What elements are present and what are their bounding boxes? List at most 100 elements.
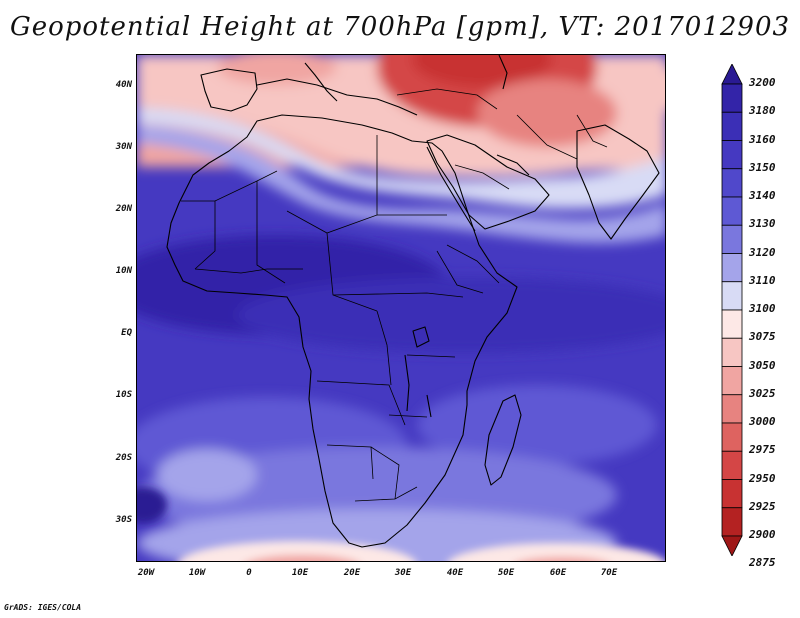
- colorbar-level-label: 2875: [749, 556, 776, 570]
- colorbar-level-label: 3100: [749, 302, 776, 315]
- coastlines: [166, 55, 660, 548]
- border-sahara-west: [181, 170, 278, 202]
- lat-label: 10N: [115, 266, 132, 276]
- italy: [304, 62, 338, 102]
- colorbar-level-label: 2975: [749, 443, 776, 457]
- colorbar-segment: [721, 281, 743, 311]
- lat-label: 20S: [115, 453, 132, 463]
- colorbar-bottom-triangle: [721, 535, 743, 556]
- field-core-north-deep: [412, 55, 552, 87]
- colorbar-level-label: 3160: [749, 132, 776, 146]
- india: [576, 124, 660, 240]
- border-congo-east: [376, 310, 392, 386]
- colorbar-level-label: 3120: [749, 245, 776, 259]
- south-warm-east: [522, 557, 602, 561]
- field-core-northwest: [217, 55, 337, 85]
- south-white-west: [178, 541, 416, 561]
- height-field: [137, 55, 665, 561]
- lon-label: 60E: [549, 568, 567, 578]
- iberia: [200, 68, 258, 112]
- lon-label: 10W: [188, 568, 206, 578]
- colorbar-level-label: 3025: [749, 386, 776, 400]
- south-deep-west: [137, 487, 167, 523]
- field-deep-south-east: [237, 277, 665, 353]
- colorbar-segment: [721, 168, 743, 198]
- colorbar-segment: [721, 83, 743, 113]
- lon-label: 70E: [600, 568, 618, 578]
- lon-label: 20W: [137, 568, 155, 578]
- country-borders: [181, 88, 608, 502]
- colorbar-level-label: 3075: [749, 330, 776, 344]
- border-saudi: [454, 164, 510, 190]
- colorbar-level-label: 2925: [749, 499, 776, 513]
- border-turkey: [396, 88, 498, 110]
- colorbar-level-label: 2950: [749, 471, 776, 485]
- colorbar-level-label: 3110: [749, 273, 776, 287]
- colorbar-segment: [721, 422, 743, 452]
- border-tanzania: [406, 354, 456, 358]
- colorbar-segment: [721, 309, 743, 339]
- colorbar-segment: [721, 253, 743, 283]
- colorbar-segment: [721, 479, 743, 509]
- colorbar-segment: [721, 196, 743, 226]
- lake-malawi: [426, 394, 432, 418]
- colorbar-segment: [721, 507, 743, 537]
- lon-label: 10E: [291, 568, 309, 578]
- madagascar: [484, 394, 522, 486]
- persian-gulf: [496, 154, 530, 176]
- south-highs: [137, 487, 665, 561]
- field-band-north-lavender: [137, 125, 665, 243]
- border-libya-egypt: [286, 135, 378, 234]
- lon-label: 20E: [343, 568, 361, 578]
- lake-victoria: [412, 326, 430, 348]
- colorbar-level-label: 3150: [749, 160, 776, 174]
- field-sw-light: [157, 449, 257, 501]
- border-iran: [516, 114, 578, 160]
- lat-label: 20N: [115, 204, 132, 214]
- arabia: [426, 134, 550, 230]
- field-south-indian: [417, 385, 657, 465]
- lon-label: 30E: [394, 568, 412, 578]
- africa-outline: [166, 114, 518, 548]
- border-botswana: [370, 446, 400, 500]
- lat-label: 30N: [115, 142, 132, 152]
- border-ethiopia: [436, 250, 484, 294]
- lat-label: 30S: [115, 515, 132, 525]
- colorbar-segment: [721, 450, 743, 480]
- lon-label: 50E: [497, 568, 515, 578]
- colorbar-top-triangle: [721, 64, 743, 85]
- colorbar-segment: [721, 394, 743, 424]
- colorbar-segment: [721, 140, 743, 170]
- colorbar-level-label: 3130: [749, 217, 776, 231]
- lat-label: 10S: [115, 390, 132, 400]
- lat-label: EQ: [121, 328, 132, 338]
- border-angola: [316, 380, 406, 426]
- colorbar-level-label: 3200: [749, 76, 776, 89]
- red-sea: [426, 146, 476, 232]
- footer-credit: GrADS: IGES/COLA: [4, 603, 82, 612]
- field-core-mideast: [477, 79, 617, 147]
- field-band-north-white: [137, 107, 665, 209]
- border-sahel: [194, 201, 216, 270]
- border-somalia: [446, 244, 500, 284]
- colorbar-level-label: 3050: [749, 358, 776, 372]
- colorbar-segment: [721, 366, 743, 396]
- colorbar-svg: [721, 64, 743, 556]
- south-white-east: [448, 543, 665, 561]
- colorbar-level-label: 3180: [749, 104, 776, 118]
- border-south-africa: [354, 486, 418, 502]
- border-zambia: [388, 414, 428, 418]
- colorbar-level-label: 3000: [749, 415, 776, 428]
- colorbar-level-label: 2900: [749, 528, 776, 541]
- colorbar: [721, 64, 743, 556]
- map-area: [136, 54, 666, 562]
- map-title: Geopotential Height at 700hPa [gpm], VT:…: [9, 12, 791, 42]
- border-pakistan: [576, 114, 608, 148]
- geopotential-map: [137, 55, 665, 561]
- lat-label: 40N: [115, 80, 132, 90]
- lake-tanganyika: [404, 354, 410, 412]
- south-warm-west: [250, 555, 354, 561]
- colorbar-level-label: 3140: [749, 189, 776, 202]
- border-cen-africa: [332, 292, 464, 298]
- border-sahara-middle: [256, 181, 286, 284]
